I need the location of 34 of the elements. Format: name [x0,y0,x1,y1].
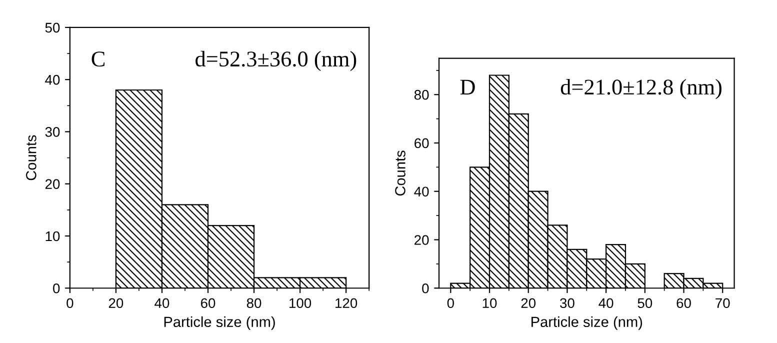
x-tick-label: 40 [154,298,170,308]
y-tick-label: 10 [46,231,60,242]
y-tick-label: 0 [53,283,60,294]
y-tick-label: 50 [45,22,60,33]
annotation: d=21.0±12.8 (nm) [560,78,722,100]
annotation: D [460,80,475,94]
x-tick-label: 80 [246,298,262,308]
x-tick-label: 0 [447,298,454,308]
annotation: d=52.3±36.0 (nm) [196,50,356,72]
x-tick-label: 60 [676,298,691,308]
x-tick-label: 120 [336,298,358,308]
x-tick-label: 0 [66,298,74,308]
x-tick-label: 100 [290,298,312,308]
y-tick-label: 80 [414,90,429,100]
y-tick-label: 20 [45,179,60,190]
x-tick-label: 10 [482,298,497,308]
x-tick-label: 50 [638,298,652,308]
x-tick-label: 20 [521,298,536,308]
y-tick-label: 0 [422,283,429,294]
x-axis-title: Particle size (nm) [532,316,642,330]
y-axis-title: Counts [395,150,406,196]
x-tick-label: 20 [108,298,124,308]
x-tick-label: 40 [598,298,614,308]
x-axis-title: Particle size (nm) [164,316,275,330]
y-tick-label: 30 [45,127,60,137]
annotation: C [92,52,104,67]
x-tick-label: 70 [716,298,730,308]
y-tick-label: 40 [414,186,429,197]
y-axis-title: Counts [26,135,36,180]
y-tick-label: 40 [45,74,60,85]
y-tick-label: 60 [414,138,429,148]
x-tick-label: 30 [560,298,574,308]
x-tick-label: 60 [200,298,216,308]
y-tick-label: 20 [414,235,429,245]
